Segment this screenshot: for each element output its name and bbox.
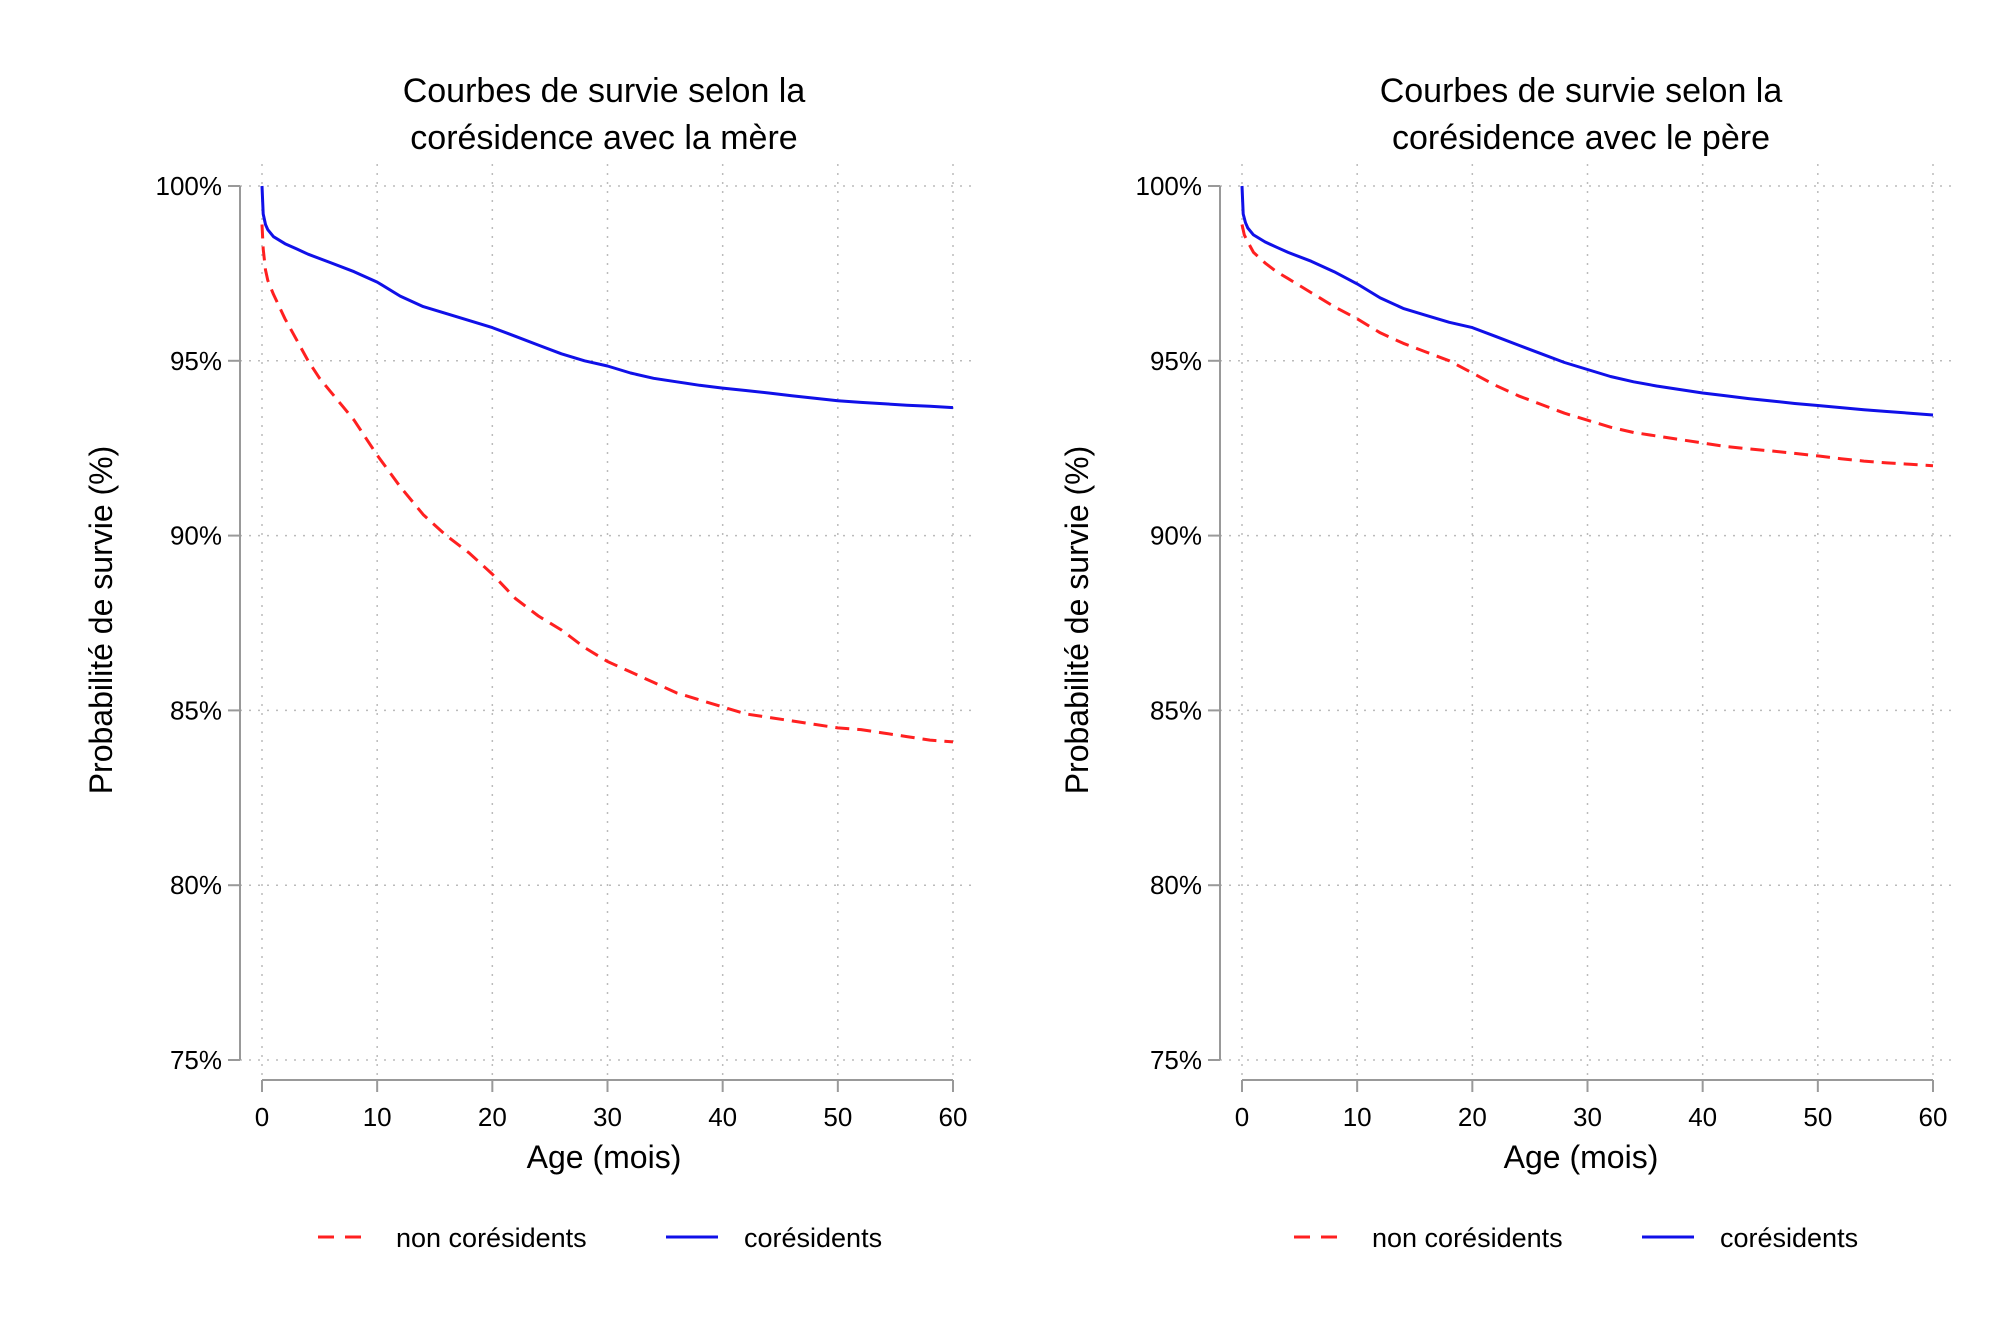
x-axis-label: Age (mois) [1504,1139,1659,1175]
series-line-coresidents [260,185,954,410]
y-tick-label: 75% [170,1045,222,1075]
y-tick-label: 95% [1150,346,1202,376]
plot-area: 75% 80% 85% 90% 95% 100% 0 10 20 30 40 50 60 [1136,164,1955,1132]
y-tick-label: 90% [170,521,222,551]
series-line-non-coresidents [1240,224,1934,468]
series-line-coresidents [1240,185,1934,417]
x-tick-label: 0 [255,1102,269,1132]
chart-title-line1: Courbes de survie selon la [403,72,806,110]
x-axis-label: Age (mois) [527,1139,682,1175]
legend: non corésidents corésidents [1294,1223,1858,1253]
x-tick-label: 40 [708,1102,737,1132]
y-tick-label: 85% [170,695,222,725]
y-tick-label: 90% [1150,521,1202,551]
legend: non corésidents corésidents [318,1223,882,1253]
y-tick-label: 100% [156,171,223,201]
x-tick-label: 40 [1688,1102,1717,1132]
chart-panel-mother: Courbes de survie selon la corésidence a… [83,72,975,1253]
x-tick-label: 20 [1458,1102,1487,1132]
chart-title-line1: Courbes de survie selon la [1380,72,1783,110]
x-tick-label: 0 [1235,1102,1249,1132]
chart-panel-father: Courbes de survie selon la corésidence a… [1059,72,1955,1253]
y-tick-label: 95% [170,346,222,376]
y-tick-label: 80% [170,870,222,900]
x-tick-label: 60 [939,1102,968,1132]
series-line-non-coresidents [260,224,954,744]
y-tick-label: 75% [1150,1045,1202,1075]
y-tick-label: 85% [1150,695,1202,725]
legend-label-coresidents: corésidents [744,1223,882,1253]
x-tick-label: 10 [363,1102,392,1132]
x-tick-label: 50 [823,1102,852,1132]
chart-title-line2: corésidence avec la mère [410,119,797,157]
x-tick-label: 10 [1343,1102,1372,1132]
y-axis-label: Probabilité de survie (%) [1059,446,1095,795]
x-tick-label: 20 [478,1102,507,1132]
legend-label-non-coresidents: non corésidents [1372,1223,1563,1253]
chart-title-line2: corésidence avec le père [1392,119,1770,157]
y-tick-label: 100% [1136,171,1203,201]
legend-label-non-coresidents: non corésidents [396,1223,587,1253]
plot-area: 75% 80% 85% 90% 95% 100% 0 10 20 30 40 50 60 [156,164,975,1132]
legend-label-coresidents: corésidents [1720,1223,1858,1253]
y-tick-label: 80% [1150,870,1202,900]
x-tick-label: 30 [1573,1102,1602,1132]
x-tick-label: 30 [593,1102,622,1132]
y-axis-label: Probabilité de survie (%) [83,446,119,795]
x-tick-label: 50 [1803,1102,1832,1132]
x-tick-label: 60 [1919,1102,1948,1132]
